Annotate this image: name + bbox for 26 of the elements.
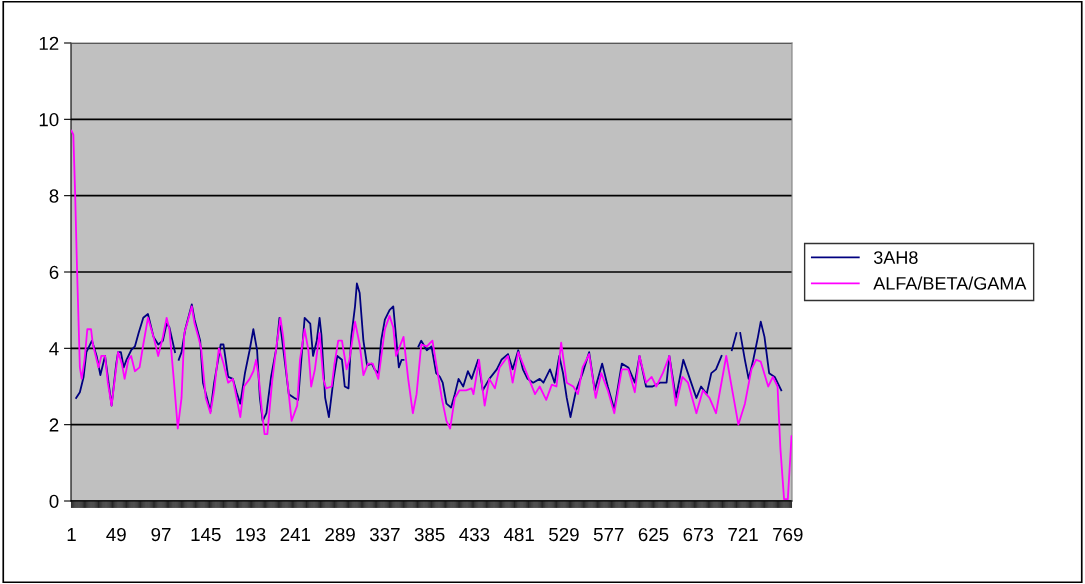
- x-tick-label: 145: [191, 528, 221, 542]
- x-tick-label: 289: [325, 527, 355, 542]
- y-tick-label: 10: [39, 113, 59, 127]
- y-tick-label: 0: [49, 494, 59, 508]
- x-tick-label: 769: [773, 527, 803, 542]
- y-tick-label: 12: [39, 36, 59, 50]
- x-tick-label: 49: [106, 527, 126, 542]
- y-tick-label: 4: [49, 342, 59, 356]
- y-tick-label: 8: [49, 189, 59, 203]
- y-tick-label: 2: [49, 418, 59, 432]
- x-tick-label: 97: [151, 527, 171, 542]
- x-tick-label: 529: [549, 527, 579, 542]
- x-tick-label: 1: [67, 528, 76, 541]
- x-tick-label: 241: [280, 527, 311, 541]
- legend-label: ALFA/BETA/GAMA: [873, 276, 1027, 290]
- legend-label: 3AH8: [873, 251, 918, 264]
- x-tick-label: 721: [728, 527, 758, 541]
- x-tick-label: 577: [593, 528, 624, 542]
- x-tick-label: 673: [683, 527, 714, 542]
- x-tick-label: 481: [503, 527, 534, 542]
- x-tick-label: 337: [369, 527, 400, 542]
- x-tick-label: 433: [459, 527, 490, 542]
- x-tick-label: 193: [236, 527, 266, 542]
- y-tick-label: 6: [49, 265, 59, 279]
- x-tick-label: 385: [414, 527, 445, 542]
- x-tick-label: 625: [638, 527, 669, 542]
